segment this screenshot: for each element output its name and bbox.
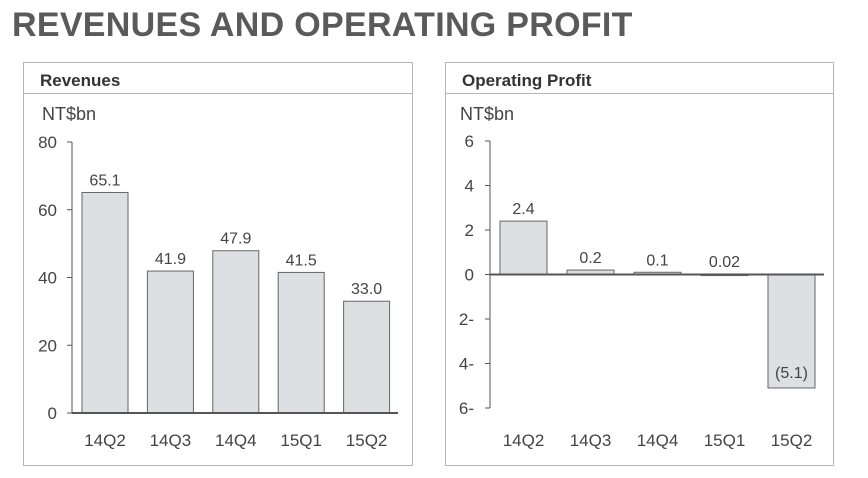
revenues-y-tick-label: 40 xyxy=(38,269,57,288)
op-profit-y-tick-label: 0 xyxy=(465,266,474,285)
op-profit-bar-15q2 xyxy=(767,274,816,389)
op-profit-y-tick-label: 6 xyxy=(465,132,474,151)
op-profit-y-tick-label: 4 xyxy=(465,177,474,196)
op-profit-y-tick-label: 2 xyxy=(465,221,474,240)
revenues-data-label: 47.9 xyxy=(220,231,251,248)
op-profit-bar-14q2 xyxy=(499,220,548,276)
op-profit-unit-label: NT$bn xyxy=(460,104,514,124)
revenues-data-label: 33.0 xyxy=(351,281,382,298)
op-profit-data-label: 0.2 xyxy=(579,250,601,267)
op-profit-y-tick-label: 2- xyxy=(459,310,474,329)
revenues-x-tick-label: 15Q1 xyxy=(280,431,322,450)
revenues-y-tick-label: 60 xyxy=(38,201,57,220)
revenues-data-label: 65.1 xyxy=(89,172,120,189)
revenues-data-label: 41.5 xyxy=(286,252,317,269)
revenues-bar-14q3 xyxy=(146,270,194,414)
op-profit-data-label: (5.1) xyxy=(775,365,808,382)
op-profit-x-tick-label: 14Q3 xyxy=(570,431,612,450)
op-profit-data-label: 2.4 xyxy=(512,201,534,218)
op-profit-x-tick-label: 14Q2 xyxy=(503,431,545,450)
revenues-x-tick-label: 14Q3 xyxy=(150,431,192,450)
revenues-y-tick-label: 80 xyxy=(38,133,57,152)
revenues-panel-title: Revenues xyxy=(24,63,412,94)
revenues-x-tick-label: 15Q2 xyxy=(346,431,388,450)
op-profit-x-tick-label: 15Q2 xyxy=(771,431,813,450)
page-title: REVENUES AND OPERATING PROFIT xyxy=(12,6,633,44)
op-profit-x-tick-label: 15Q1 xyxy=(704,431,746,450)
revenues-y-tick-label: 20 xyxy=(38,336,57,355)
revenues-y-tick-label: 0 xyxy=(48,404,57,423)
revenues-bar-15q1 xyxy=(277,271,325,414)
revenues-x-tick-label: 14Q2 xyxy=(84,431,126,450)
op-profit-data-label: 0.02 xyxy=(709,254,740,271)
op-profit-x-tick-label: 14Q4 xyxy=(637,431,679,450)
op-profit-data-label: 0.1 xyxy=(646,252,668,269)
revenues-data-label: 41.9 xyxy=(155,251,186,268)
revenues-bar-15q2 xyxy=(343,300,391,414)
op-profit-y-tick-label: 4- xyxy=(459,355,474,374)
revenues-unit-label: NT$bn xyxy=(42,104,96,124)
revenues-bar-14q2 xyxy=(81,191,129,414)
revenues-x-tick-label: 14Q4 xyxy=(215,431,257,450)
op-profit-y-tick-label: 6- xyxy=(459,399,474,418)
operating-profit-panel-title: Operating Profit xyxy=(446,63,833,94)
revenues-bar-14q4 xyxy=(212,250,260,414)
